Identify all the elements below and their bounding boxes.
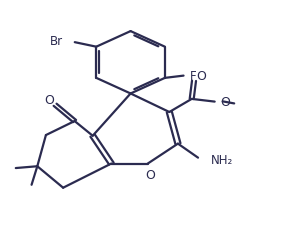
Text: NH₂: NH₂ <box>211 153 233 166</box>
Text: O: O <box>44 94 54 107</box>
Text: O: O <box>145 169 155 182</box>
Text: O: O <box>220 95 230 108</box>
Text: F: F <box>190 70 197 83</box>
Text: Br: Br <box>50 35 63 48</box>
Text: O: O <box>196 70 206 83</box>
